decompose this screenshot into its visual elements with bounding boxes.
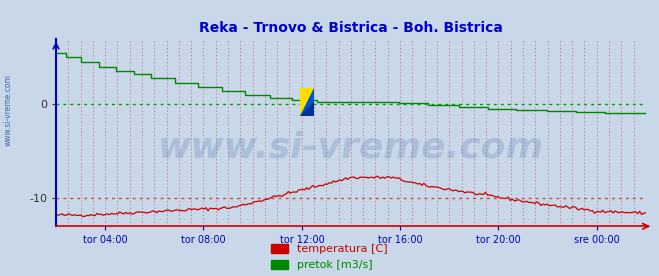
Polygon shape: [300, 88, 314, 116]
Title: Reka - Trnovo & Bistrica - Boh. Bistrica: Reka - Trnovo & Bistrica - Boh. Bistrica: [199, 21, 503, 35]
Text: www.si-vreme.com: www.si-vreme.com: [4, 75, 13, 146]
Polygon shape: [300, 102, 314, 116]
Legend: temperatura [C], pretok [m3/s]: temperatura [C], pretok [m3/s]: [272, 244, 387, 270]
Polygon shape: [300, 88, 314, 116]
Text: www.si-vreme.com: www.si-vreme.com: [158, 131, 544, 164]
